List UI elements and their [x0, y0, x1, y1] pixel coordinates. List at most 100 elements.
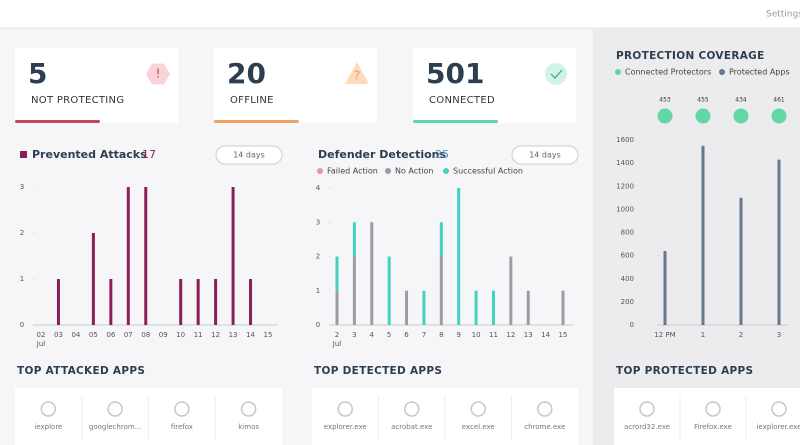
app-name[interactable]: Firefox.exe [694, 423, 732, 431]
protector-dot [771, 108, 787, 124]
app-name[interactable]: chrome.exe [524, 423, 565, 431]
stat-label: OFFLINE [230, 95, 274, 106]
app-name[interactable]: excel.exe [462, 423, 495, 431]
stat-value: 501 [426, 57, 484, 90]
period-dropdown[interactable] [511, 145, 579, 165]
y-tick-label: 800 [621, 229, 634, 237]
period-dropdown[interactable] [215, 145, 283, 165]
x-tick-label: 15 [264, 331, 273, 339]
x-tick-label: 12 [506, 331, 515, 339]
x-tick-label: 08 [141, 331, 150, 339]
x-tick-label: 13 [524, 331, 533, 339]
app-name[interactable]: acrobat.exe [391, 423, 432, 431]
settings-link[interactable]: Settings [766, 10, 800, 20]
x-tick-label: 13 [229, 331, 238, 339]
app-name[interactable]: firefox [171, 423, 193, 431]
bar [231, 187, 235, 325]
period-label[interactable]: 14 days [233, 151, 265, 160]
stat-label: CONNECTED [429, 95, 495, 106]
legend-dot [719, 69, 725, 75]
x-tick-label: 2 [335, 331, 339, 339]
app-icon [404, 401, 420, 417]
protector-dot [695, 108, 711, 124]
y-tick-label: 0 [630, 321, 634, 329]
x-tick-label: 10 [472, 331, 481, 339]
app-icon [337, 401, 353, 417]
stacked-bar-segment [352, 256, 356, 325]
y-tick-label: 1000 [616, 205, 634, 213]
bar [663, 251, 667, 325]
app-icon [240, 401, 257, 417]
stacked-bar-segment [335, 290, 339, 325]
legend-dot [385, 168, 391, 174]
x-sublabel: Jul [36, 340, 46, 348]
stat-underline [15, 120, 100, 123]
app-name[interactable]: kimos [238, 423, 259, 431]
app-name[interactable]: googlechrom... [89, 423, 142, 431]
app-icon [470, 401, 486, 417]
bar [249, 279, 253, 325]
legend-label: Failed Action [327, 167, 378, 176]
x-tick-label: 1 [701, 331, 705, 339]
x-tick-label: 2 [739, 331, 743, 339]
legend-dot [443, 168, 449, 174]
x-tick-label: 09 [159, 331, 168, 339]
y-tick-label: 0 [316, 321, 320, 329]
dot-label: 453 [659, 97, 671, 104]
x-tick-label: 06 [106, 331, 115, 339]
app-icon [537, 401, 553, 417]
stacked-bar-segment [352, 222, 356, 257]
x-tick-label: 14 [246, 331, 255, 339]
stacked-bar-segment [561, 290, 565, 325]
stat-underline [413, 120, 498, 123]
x-tick-label: 8 [439, 331, 443, 339]
bar [214, 279, 218, 325]
bar [196, 279, 200, 325]
section-title: TOP ATTACKED APPS [17, 365, 145, 377]
bar [701, 145, 705, 325]
legend-label: No Action [395, 167, 433, 176]
chart-title: PROTECTION COVERAGE [616, 50, 765, 62]
x-tick-label: 11 [194, 331, 203, 339]
chart-total: 25 [435, 148, 449, 161]
app-icon [639, 401, 655, 417]
app-name[interactable]: iexplorer.exe [757, 423, 800, 431]
bar [91, 233, 95, 325]
bar [109, 279, 113, 325]
stacked-bar-segment [335, 256, 339, 291]
dot-label: 461 [773, 97, 785, 104]
bar [179, 279, 183, 325]
y-tick-label: 1200 [616, 182, 634, 190]
x-sublabel: Jul [332, 340, 342, 348]
alert-icon [146, 63, 170, 85]
section-title: TOP DETECTED APPS [314, 365, 442, 377]
x-tick-label: 04 [71, 331, 80, 339]
legend-label: Connected Protectors [625, 68, 711, 77]
y-tick-label: 3 [316, 218, 320, 226]
bar [777, 159, 781, 325]
y-tick-label: 200 [621, 298, 634, 306]
stacked-bar-segment [457, 188, 461, 325]
dot-label: 455 [697, 97, 709, 104]
stat-value: 20 [227, 57, 266, 90]
y-tick-label: 1400 [616, 159, 634, 167]
stacked-bar-segment [474, 290, 478, 325]
y-tick-label: 1 [316, 287, 320, 295]
top-bar [0, 0, 800, 28]
app-name[interactable]: acrord32.exe [624, 423, 670, 431]
stacked-bar-segment [422, 290, 426, 325]
x-tick-label: 03 [54, 331, 63, 339]
stacked-bar-segment [526, 290, 530, 325]
stacked-bar-segment [387, 256, 391, 325]
y-tick-label: 2 [316, 253, 320, 261]
period-label[interactable]: 14 days [529, 151, 561, 160]
app-name[interactable]: iexplore [34, 423, 62, 431]
stacked-bar-segment [439, 256, 443, 325]
x-tick-label: 10 [176, 331, 185, 339]
stat-label: NOT PROTECTING [31, 95, 124, 106]
protector-dot [733, 108, 749, 124]
app-name[interactable]: explorer.exe [324, 423, 367, 431]
app-icon [771, 401, 787, 417]
stat-card [413, 48, 576, 123]
